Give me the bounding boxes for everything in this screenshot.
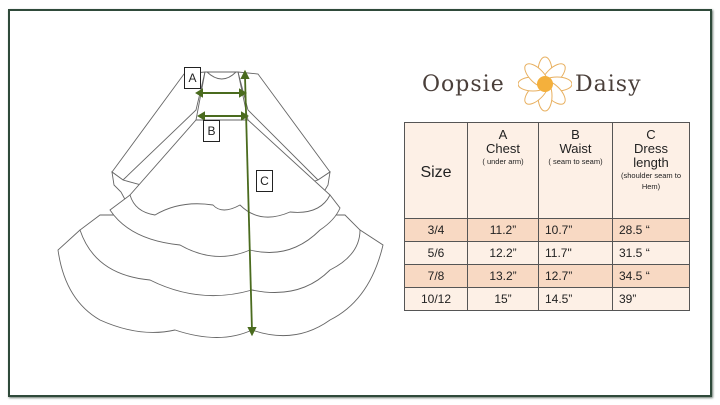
label-b: B: [203, 120, 220, 142]
label-a: A: [184, 67, 201, 89]
cell-waist: 10.7”: [538, 218, 613, 242]
header-label: Chest: [486, 141, 520, 156]
header-note: ( seam to seam): [548, 157, 603, 166]
cell-length: 34.5 “: [612, 264, 690, 288]
table-header-row: Size A Chest( under arm) B Waist( seam to …: [404, 122, 690, 219]
cell-chest: 15”: [467, 287, 539, 311]
cell-chest: 11.2”: [467, 218, 539, 242]
skirt: [129, 119, 331, 218]
frame-border: [8, 9, 712, 397]
length-arrowheads: [240, 69, 257, 337]
header-length: C Dress length (shoulder seam to Hem): [612, 122, 690, 219]
cell-waist: 14.5”: [538, 287, 613, 311]
header-letter: B: [571, 127, 580, 142]
logo-text-left: Oopsie: [422, 72, 505, 97]
header-size: Size: [404, 122, 468, 219]
table-row: 3/4 11.2” 10.7” 28.5 “: [404, 218, 690, 242]
cell-size: 3/4: [404, 218, 468, 242]
table-row: 7/8 13.2” 12.7” 34.5 “: [404, 264, 690, 288]
cell-size: 5/6: [404, 241, 468, 265]
header-chest: A Chest( under arm): [467, 122, 539, 219]
daisy-icon: [518, 56, 572, 112]
header-note: ( under arm): [482, 157, 524, 166]
header-waist: B Waist( seam to seam): [538, 122, 613, 219]
label-c: C: [256, 170, 273, 192]
chest-arrowheads: [195, 88, 247, 98]
header-label: Waist: [559, 141, 592, 156]
cell-size: 10/12: [404, 287, 468, 311]
cell-length: 39”: [612, 287, 690, 311]
logo-text-right: Daisy: [575, 72, 642, 97]
cell-length: 31.5 “: [612, 241, 690, 265]
oopsie-daisy-logo: Oopsie Daisy: [420, 56, 670, 116]
header-letter: C: [646, 127, 656, 142]
waist-arrowheads: [197, 111, 249, 121]
length-arrow: [244, 75, 253, 332]
header-letter: A: [498, 127, 508, 142]
neckline: [206, 71, 237, 80]
header-note: (shoulder seam to Hem): [620, 171, 682, 191]
cell-chest: 12.2”: [467, 241, 539, 265]
cell-waist: 11.7": [538, 241, 613, 265]
table-row: 10/12 15” 14.5” 39”: [404, 287, 690, 311]
cell-length: 28.5 “: [612, 218, 690, 242]
cell-size: 7/8: [404, 264, 468, 288]
header-label: Dress length: [633, 141, 669, 170]
size-table: Size A Chest( under arm) B Waist( seam to …: [404, 122, 690, 311]
cell-chest: 13.2”: [467, 264, 539, 288]
cell-waist: 12.7”: [538, 264, 613, 288]
table-row: 5/6 12.2” 11.7" 31.5 “: [404, 241, 690, 265]
